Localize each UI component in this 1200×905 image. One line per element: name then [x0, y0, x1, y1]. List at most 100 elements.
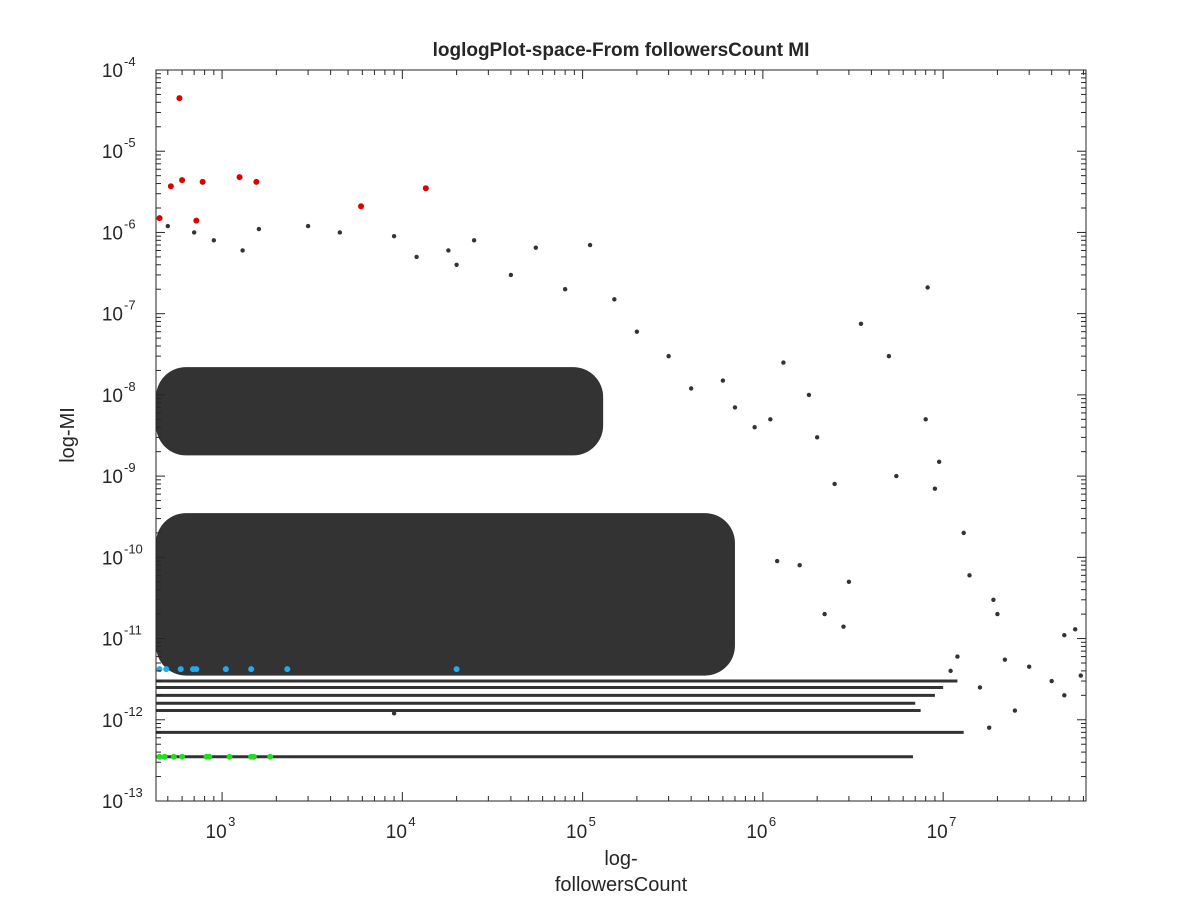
point-2-1	[163, 666, 170, 673]
point-1-4	[236, 174, 243, 181]
point-0-3	[240, 248, 245, 253]
point-0-55	[508, 272, 514, 278]
point-3-2	[170, 753, 177, 760]
point-0-17	[923, 417, 928, 422]
point-0-47	[814, 435, 820, 440]
x-tick-exponent-2: 5	[589, 814, 596, 829]
point-1-9	[156, 215, 163, 222]
point-0-56	[454, 262, 459, 267]
point-0-51	[666, 353, 671, 359]
series-2	[156, 666, 460, 673]
point-3-1	[161, 753, 168, 760]
point-0-32	[1062, 632, 1067, 638]
y-tick-label-6: 10	[102, 305, 123, 326]
point-2-8	[453, 666, 460, 673]
x-tick-exponent-4: 7	[949, 814, 956, 829]
x-axis-label-line-1: log-	[604, 848, 637, 870]
point-0-11	[587, 242, 593, 248]
y-tick-label-3: 10	[102, 548, 123, 569]
point-0-9	[471, 238, 477, 243]
point-1-3	[199, 178, 206, 185]
point-1-7	[358, 203, 365, 210]
x-tick-exponent-3: 6	[769, 814, 776, 829]
point-0-45	[752, 425, 757, 430]
y-tick-exponent-6: -7	[124, 298, 136, 313]
x-tick-exponent-0: 3	[228, 814, 235, 829]
point-0-14	[886, 353, 892, 359]
y-tick-label-8: 10	[102, 142, 123, 163]
point-2-6	[248, 666, 255, 673]
series-3	[156, 753, 274, 760]
point-0-13	[925, 285, 930, 290]
point-0-27	[1026, 664, 1032, 669]
dense-band-1	[156, 513, 735, 676]
point-0-30	[1078, 673, 1083, 678]
point-2-5	[222, 666, 229, 673]
point-1-1	[167, 183, 174, 190]
y-tick-label-9: 10	[102, 61, 123, 82]
point-0-5	[305, 223, 311, 229]
point-0-7	[391, 233, 397, 239]
x-tick-exponent-1: 4	[408, 814, 415, 829]
point-3-5	[206, 753, 213, 760]
y-tick-label-5: 10	[102, 386, 123, 407]
dense-point-clouds	[156, 367, 964, 759]
y-tick-exponent-5: -8	[124, 379, 136, 394]
point-0-52	[634, 329, 640, 334]
point-0-40	[846, 579, 852, 584]
point-0-12	[391, 632, 397, 638]
point-0-42	[774, 558, 780, 564]
point-0-26	[1002, 657, 1008, 662]
point-0-10	[533, 245, 539, 250]
point-0-28	[1049, 678, 1054, 684]
point-0-21	[932, 486, 938, 491]
point-0-1	[191, 230, 197, 235]
point-0-33	[955, 654, 960, 659]
point-1-0	[176, 95, 183, 102]
x-tick-label-0: 10	[206, 822, 227, 843]
point-0-23	[967, 573, 972, 578]
y-tick-exponent-3: -10	[124, 541, 143, 556]
point-0-24	[991, 597, 996, 603]
point-1-5	[253, 178, 260, 185]
y-axis-label: log-MI	[57, 407, 79, 463]
y-tick-label-2: 10	[102, 630, 123, 651]
point-0-6	[337, 230, 343, 235]
chart-title: loglogPlot-space-From followersCount MI	[433, 40, 810, 61]
y-tick-label-0: 10	[102, 792, 123, 813]
y-tick-label-7: 10	[102, 223, 123, 244]
axes-box	[155, 69, 1087, 802]
point-0-44	[732, 405, 738, 410]
point-3-6	[226, 753, 233, 760]
point-0-57	[414, 254, 419, 260]
point-1-2	[179, 177, 186, 184]
point-0-31	[1072, 627, 1078, 632]
point-1-6	[422, 185, 429, 192]
point-0-41	[797, 563, 802, 568]
point-0-16	[781, 360, 786, 365]
point-0-49	[720, 378, 726, 383]
y-tick-label-4: 10	[102, 467, 123, 488]
point-0-25	[995, 611, 1000, 617]
point-0-46	[768, 417, 773, 422]
point-0-48	[806, 392, 812, 398]
point-0-15	[858, 321, 864, 327]
point-0-34	[948, 668, 953, 674]
x-tick-label-2: 10	[566, 822, 587, 843]
point-0-37	[986, 725, 992, 730]
point-3-0	[156, 753, 163, 760]
y-tick-exponent-1: -12	[124, 704, 143, 719]
y-tick-label-1: 10	[102, 711, 123, 732]
point-3-3	[179, 753, 186, 760]
y-tick-exponent-7: -6	[124, 216, 136, 231]
point-0-43	[391, 711, 397, 716]
point-0-4	[256, 226, 262, 232]
scatter-points	[156, 95, 1083, 760]
point-0-2	[211, 238, 217, 243]
point-0-38	[841, 624, 846, 629]
point-0-22	[961, 530, 966, 536]
y-tick-exponent-8: -5	[124, 135, 136, 150]
point-0-20	[894, 473, 899, 479]
x-tick-label-4: 10	[927, 822, 948, 843]
